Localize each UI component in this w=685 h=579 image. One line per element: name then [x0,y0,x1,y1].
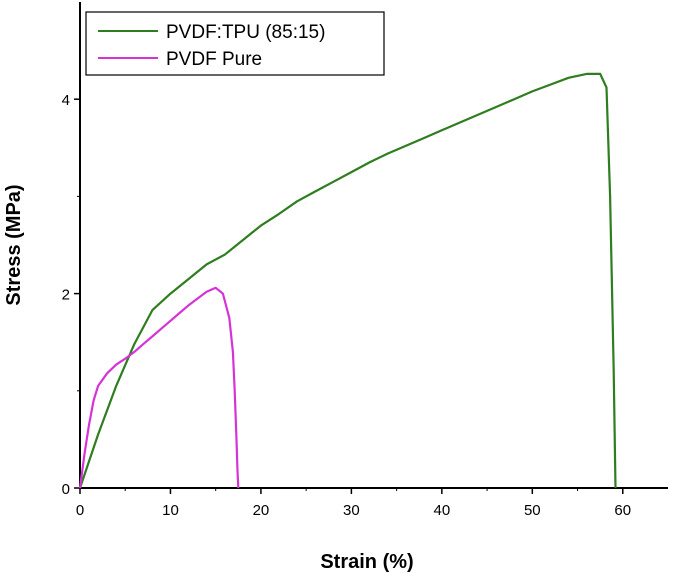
x-tick-label: 30 [343,502,360,519]
y-axis-title: Stress (MPa) [3,184,25,305]
y-tick-label: 4 [62,92,70,109]
legend-box [85,11,385,76]
x-tick-label: 40 [434,502,451,519]
x-tick-label: 60 [614,502,631,519]
series-group [78,72,617,489]
x-tick-label: 50 [524,502,541,519]
y-tick-label: 0 [62,481,70,498]
legend: PVDF:TPU (85:15) PVDF Pure [85,11,385,76]
x-axis-title: Strain (%) [320,551,413,573]
x-tick-label: 20 [253,502,270,519]
series-line-pvdf-tpu-85-15 [78,72,617,489]
axes: 0 10 20 30 40 50 60 0 2 4 [62,2,668,519]
series-line-pvdf-pure [78,286,240,489]
x-tick-label: 0 [76,502,84,519]
y-tick-label: 2 [62,287,70,304]
legend-label-pvdf-pure: PVDF Pure [166,49,262,70]
x-tick-label: 10 [162,502,179,519]
legend-label-pvdf-tpu: PVDF:TPU (85:15) [166,22,325,43]
